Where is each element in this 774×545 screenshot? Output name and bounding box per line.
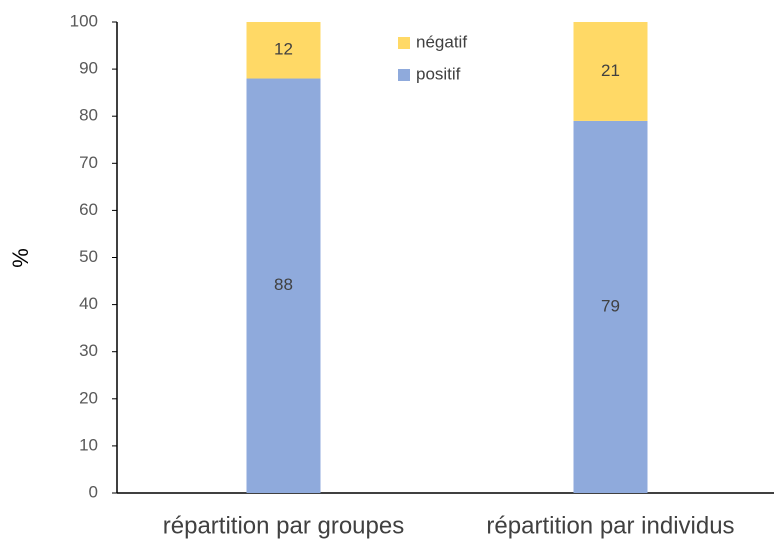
x-tick-label: répartition par individus: [486, 512, 734, 539]
y-tick-label: 20: [79, 388, 98, 407]
y-tick-label: 80: [79, 106, 98, 125]
bar-segment: [573, 120, 648, 493]
y-tick-label: 100: [70, 11, 98, 30]
y-tick-label: 10: [79, 435, 98, 454]
data-label: 79: [601, 296, 620, 315]
data-label: 21: [601, 61, 620, 80]
legend-label: négatif: [416, 32, 467, 51]
y-tick-label: 30: [79, 341, 98, 360]
y-tick-label: 90: [79, 59, 98, 78]
y-tick-label: 70: [79, 153, 98, 172]
data-label: 88: [274, 275, 293, 294]
legend-label: positif: [416, 64, 461, 83]
bar-segment: [246, 78, 321, 494]
bar-segment: [246, 22, 321, 79]
y-tick-label: 40: [79, 294, 98, 313]
legend-swatch: [398, 69, 410, 81]
data-label: 12: [274, 40, 293, 59]
bar-segment: [573, 22, 648, 121]
y-tick-label: 0: [89, 482, 98, 501]
legend-swatch: [398, 37, 410, 49]
x-tick-label: répartition par groupes: [163, 512, 404, 539]
y-tick-label: 60: [79, 200, 98, 219]
y-tick-label: 50: [79, 247, 98, 266]
y-axis-label: %: [8, 248, 33, 268]
